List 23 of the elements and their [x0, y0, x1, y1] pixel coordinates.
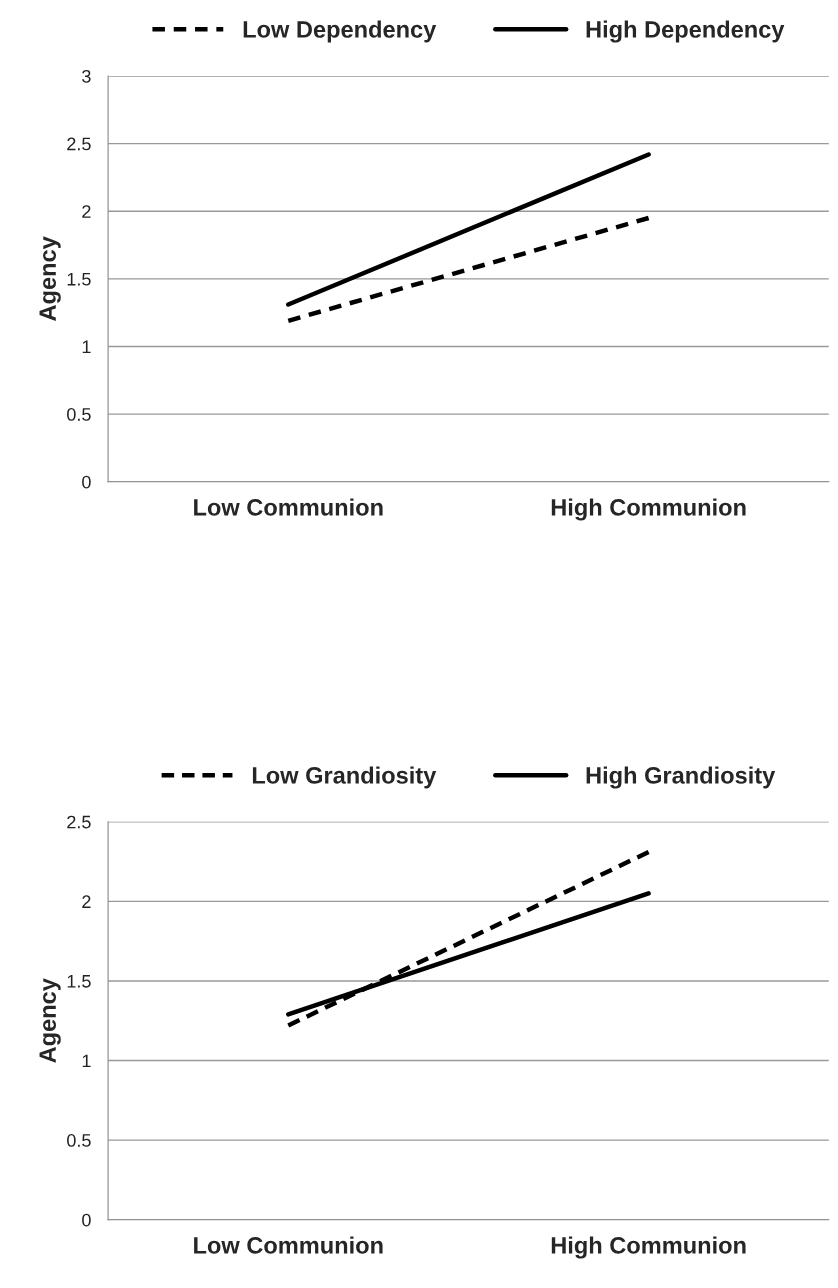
y-tick-label: 3: [82, 69, 91, 83]
legend-label: Low Dependency: [243, 20, 437, 43]
x-tick-label: High Communion: [551, 1236, 746, 1259]
x-tick-label: Low Communion: [194, 1236, 383, 1254]
y-tick-label: 2: [82, 895, 91, 908]
y-axis-title: Agency: [39, 978, 61, 1063]
y-tick-label: 1: [82, 1054, 91, 1068]
x-tick-label: High Communion: [551, 498, 746, 521]
y-tick-label: 0.5: [67, 408, 91, 421]
y-axis-title: Agency: [39, 236, 61, 321]
x-tick-label: Low Communion: [194, 498, 383, 516]
y-tick-label: 2.5: [67, 137, 91, 151]
y-tick-label: 0: [82, 475, 91, 489]
y-tick-label: 0: [82, 1213, 91, 1227]
legend-label: High Grandiosity: [586, 766, 776, 789]
y-tick-label: 1.5: [67, 272, 91, 286]
y-tick-label: 0.5: [67, 1134, 91, 1147]
legend-label: High Dependency: [586, 20, 785, 43]
legend-label: Low Grandiosity: [252, 766, 437, 789]
y-tick-label: 2.5: [67, 815, 91, 829]
y-tick-label: 2: [82, 205, 91, 218]
y-tick-label: 1.5: [67, 975, 91, 988]
y-tick-label: 1: [82, 340, 91, 354]
